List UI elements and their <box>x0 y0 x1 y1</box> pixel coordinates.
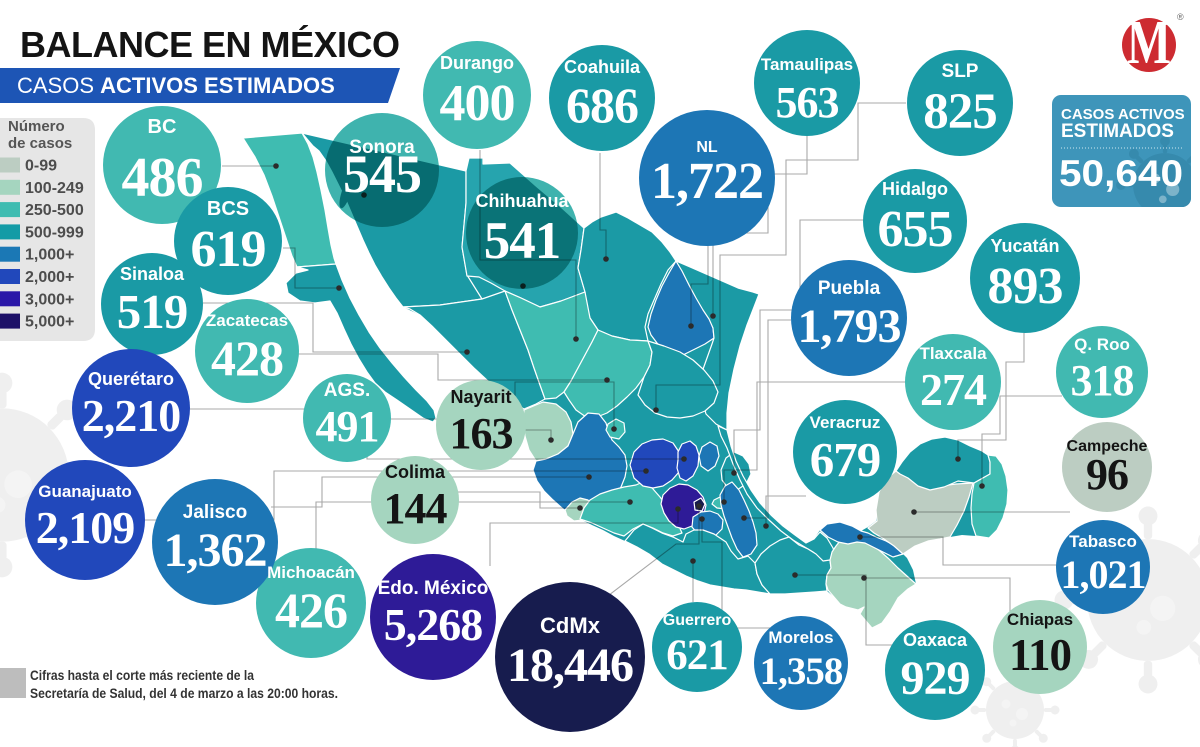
svg-text:CASOS ACTIVOS ESTIMADOS: CASOS ACTIVOS ESTIMADOS <box>17 73 335 98</box>
svg-text:545: 545 <box>343 144 421 204</box>
svg-text:Guanajuato: Guanajuato <box>38 482 132 501</box>
svg-text:1,722: 1,722 <box>651 153 763 210</box>
svg-text:Cifras hasta el corte más reci: Cifras hasta el corte más reciente de la <box>30 667 254 683</box>
svg-text:Colima: Colima <box>385 462 446 482</box>
svg-text:0-99: 0-99 <box>25 158 57 175</box>
svg-text:Tabasco: Tabasco <box>1069 532 1137 551</box>
svg-text:Michoacán: Michoacán <box>267 563 355 582</box>
svg-text:2,000+: 2,000+ <box>25 269 74 286</box>
svg-text:893: 893 <box>988 258 1063 315</box>
svg-text:50,640: 50,640 <box>1059 153 1183 194</box>
svg-text:2,109: 2,109 <box>36 502 135 553</box>
svg-text:144: 144 <box>384 484 448 533</box>
svg-text:541: 541 <box>484 212 561 270</box>
svg-text:Campeche: Campeche <box>1067 438 1148 455</box>
svg-text:679: 679 <box>810 432 881 487</box>
svg-text:100-249: 100-249 <box>25 180 84 197</box>
svg-text:428: 428 <box>211 330 283 386</box>
svg-text:BALANCE EN MÉXICO: BALANCE EN MÉXICO <box>20 24 400 65</box>
svg-text:1,021: 1,021 <box>1061 552 1146 597</box>
svg-text:Nayarit: Nayarit <box>450 387 511 407</box>
svg-text:Querétaro: Querétaro <box>88 369 174 389</box>
svg-text:Veracruz: Veracruz <box>810 413 881 432</box>
svg-text:1,358: 1,358 <box>760 650 843 693</box>
svg-text:2,210: 2,210 <box>82 390 181 441</box>
svg-text:Yucatán: Yucatán <box>990 236 1059 256</box>
svg-text:5,268: 5,268 <box>384 599 483 650</box>
svg-text:619: 619 <box>191 221 266 278</box>
svg-text:M: M <box>1127 9 1171 77</box>
svg-text:Sonora: Sonora <box>349 137 415 158</box>
svg-text:AGS.: AGS. <box>324 380 370 401</box>
svg-text:163: 163 <box>450 409 513 458</box>
svg-text:1,362: 1,362 <box>164 524 267 577</box>
svg-text:686: 686 <box>566 77 638 133</box>
svg-text:BC: BC <box>148 116 177 138</box>
svg-text:Jalisco: Jalisco <box>183 502 247 523</box>
svg-text:Edo. México: Edo. México <box>378 578 489 599</box>
svg-text:de casos: de casos <box>8 135 72 152</box>
svg-text:318: 318 <box>1071 356 1134 405</box>
svg-text:Tlaxcala: Tlaxcala <box>919 344 987 363</box>
svg-text:621: 621 <box>666 632 728 679</box>
svg-text:563: 563 <box>776 78 839 127</box>
svg-text:Número: Número <box>8 118 65 135</box>
svg-text:Sinaloa: Sinaloa <box>120 264 185 284</box>
svg-text:SLP: SLP <box>942 61 979 82</box>
svg-text:CdMx: CdMx <box>540 613 601 638</box>
svg-text:®: ® <box>1177 12 1184 22</box>
svg-text:Chihuahua: Chihuahua <box>476 191 570 211</box>
svg-text:519: 519 <box>117 284 188 339</box>
svg-text:Chiapas: Chiapas <box>1007 610 1073 629</box>
svg-text:Coahuila: Coahuila <box>564 57 641 77</box>
svg-text:426: 426 <box>275 582 347 638</box>
svg-text:Durango: Durango <box>440 53 514 73</box>
svg-text:655: 655 <box>878 201 953 258</box>
svg-text:Hidalgo: Hidalgo <box>882 179 948 199</box>
svg-text:1,000+: 1,000+ <box>25 247 74 264</box>
svg-text:NL: NL <box>696 139 718 156</box>
svg-text:Morelos: Morelos <box>768 628 833 647</box>
svg-text:Oaxaca: Oaxaca <box>903 630 968 650</box>
svg-text:274: 274 <box>920 364 987 415</box>
svg-text:ESTIMADOS: ESTIMADOS <box>1061 121 1174 142</box>
svg-text:491: 491 <box>316 402 379 451</box>
svg-text:400: 400 <box>440 75 515 132</box>
svg-text:250-500: 250-500 <box>25 202 84 219</box>
svg-text:929: 929 <box>901 652 970 705</box>
svg-text:Q. Roo: Q. Roo <box>1074 335 1130 354</box>
svg-text:825: 825 <box>923 84 997 140</box>
svg-text:3,000+: 3,000+ <box>25 291 74 308</box>
svg-text:486: 486 <box>122 147 203 209</box>
svg-text:500-999: 500-999 <box>25 224 84 241</box>
svg-text:110: 110 <box>1009 630 1071 680</box>
svg-text:Puebla: Puebla <box>818 278 881 299</box>
svg-text:Zacatecas: Zacatecas <box>206 311 288 330</box>
svg-text:CASOS ACTIVOS: CASOS ACTIVOS <box>1061 106 1185 123</box>
svg-text:Guerrero: Guerrero <box>663 612 732 629</box>
svg-text:Secretaría de Salud, del 4 de: Secretaría de Salud, del 4 de marzo a la… <box>30 685 338 701</box>
svg-text:18,446: 18,446 <box>507 639 633 692</box>
svg-text:96: 96 <box>1086 450 1128 499</box>
svg-text:Tamaulipas: Tamaulipas <box>761 55 853 74</box>
svg-text:5,000+: 5,000+ <box>25 314 74 331</box>
svg-text:1,793: 1,793 <box>798 300 901 353</box>
svg-text:BCS: BCS <box>207 198 249 220</box>
